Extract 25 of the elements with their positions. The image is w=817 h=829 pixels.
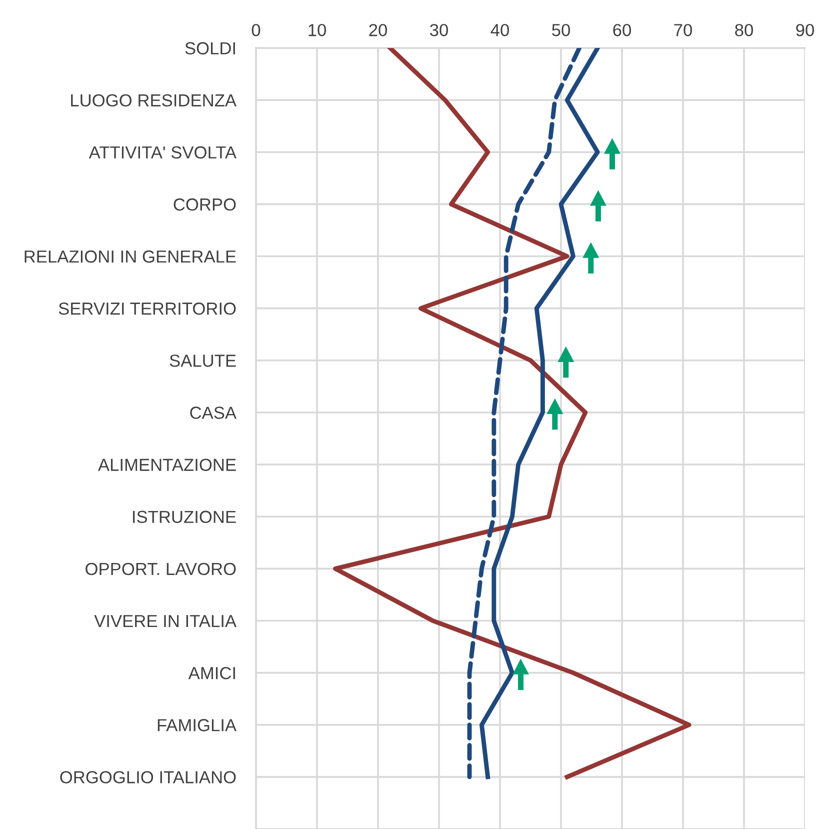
y-tick-label: ATTIVITA' SVOLTA (88, 146, 237, 159)
y-tick-label: FAMIGLIA (158, 719, 237, 732)
y-tick-label: AMICI (188, 666, 235, 680)
x-tick-label: 70 (674, 24, 692, 36)
y-tick-label: SALUTE (170, 354, 236, 367)
y-tick-label: OPPORT. LAVORO (86, 562, 236, 576)
y-tick-label: SOLDI (185, 42, 235, 54)
y-tick-label: ISTRUZIONE (133, 510, 236, 524)
x-tick-label: 20 (369, 24, 387, 36)
y-tick-label: SERVIZI TERRITORIO (58, 302, 236, 315)
x-tick-label: 80 (735, 24, 753, 36)
y-tick-label: VIVERE IN ITALIA (94, 615, 237, 628)
x-tick-label: 60 (613, 24, 631, 36)
x-tick-label: 40 (490, 24, 509, 36)
x-tick-label: 10 (308, 24, 326, 36)
x-tick-label: 90 (796, 24, 814, 36)
x-tick-label: 30 (430, 24, 448, 36)
y-tick-label: RELAZIONI IN GENERALE (24, 250, 236, 263)
x-tick-label: 0 (252, 24, 260, 36)
y-tick-label: ORGOGLIO ITALIANO (60, 771, 236, 784)
y-tick-label: LUOGO RESIDENZA (71, 94, 237, 107)
y-tick-label: CASA (190, 406, 237, 419)
y-tick-label: ALIMENTAZIONE (98, 458, 236, 471)
y-tick-label: CORPO (174, 198, 236, 211)
x-tick-label: 50 (552, 24, 570, 36)
